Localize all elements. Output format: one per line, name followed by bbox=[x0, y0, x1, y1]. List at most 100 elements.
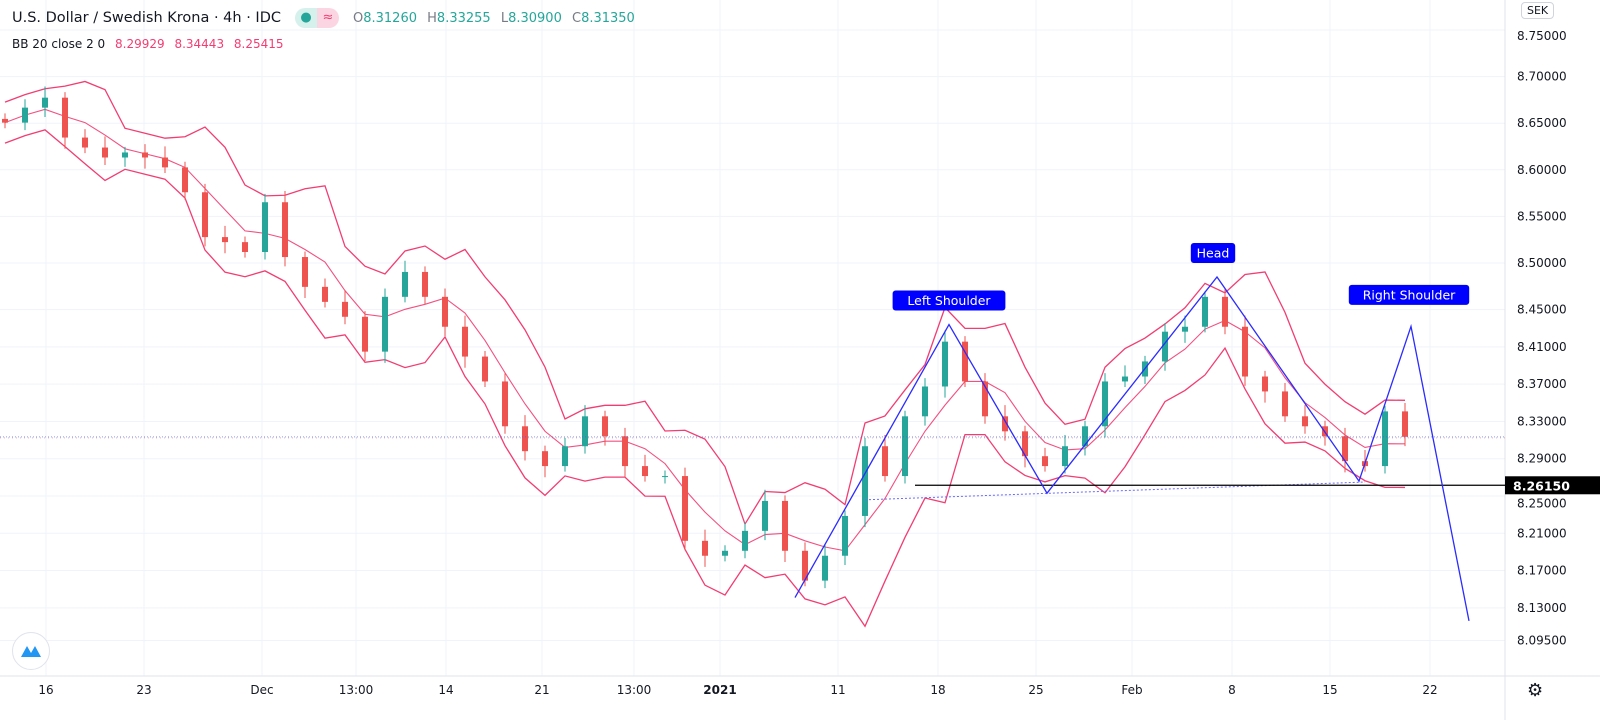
candle-body bbox=[1042, 456, 1048, 467]
candle-body bbox=[202, 192, 208, 238]
open-value: 8.31260 bbox=[363, 10, 417, 26]
candle-body bbox=[1022, 431, 1028, 457]
candle-body bbox=[2, 118, 8, 123]
y-tick-label: 8.70000 bbox=[1517, 70, 1567, 84]
candle-body bbox=[1202, 296, 1208, 327]
candle-body bbox=[1382, 411, 1388, 467]
candle-body bbox=[882, 446, 888, 477]
high-label: H bbox=[427, 10, 437, 26]
candle-body bbox=[582, 416, 588, 447]
y-tick-label: 8.41000 bbox=[1517, 340, 1567, 354]
x-tick-label: 13:00 bbox=[339, 683, 374, 697]
candle-body bbox=[742, 530, 748, 551]
chart-legend: U.S. Dollar / Swedish Krona · 4h · IDC ●… bbox=[12, 8, 641, 28]
candle-body bbox=[862, 446, 868, 516]
x-tick-label: 21 bbox=[534, 683, 549, 697]
y-tick-label: 8.25000 bbox=[1517, 496, 1567, 510]
x-tick-label: 2021 bbox=[703, 683, 736, 697]
pattern-label: Right Shoulder bbox=[1363, 287, 1456, 302]
dot-icon: ● bbox=[295, 8, 317, 28]
y-tick-label: 8.75000 bbox=[1517, 29, 1567, 43]
y-tick-label: 8.65000 bbox=[1517, 116, 1567, 130]
y-tick-label: 8.29000 bbox=[1517, 452, 1567, 466]
candle-body bbox=[1102, 381, 1108, 427]
close-label: C bbox=[571, 10, 582, 26]
candle-body bbox=[1162, 331, 1168, 362]
bb-upper-value: 8.34443 bbox=[174, 37, 225, 51]
y-tick-label: 8.13000 bbox=[1517, 601, 1567, 615]
x-tick-label: 16 bbox=[38, 683, 53, 697]
candle-body bbox=[562, 446, 568, 467]
candle-body bbox=[662, 476, 668, 478]
candle-body bbox=[962, 341, 968, 382]
candle-body bbox=[1082, 426, 1088, 447]
candle-body bbox=[142, 152, 148, 158]
candle-body bbox=[702, 540, 708, 556]
candle-body bbox=[942, 341, 948, 387]
candle-body bbox=[1342, 436, 1348, 462]
wave-icon: ≈ bbox=[317, 8, 339, 28]
bb-lower-value: 8.25415 bbox=[233, 37, 284, 51]
candle-body bbox=[542, 451, 548, 467]
pattern-label: Left Shoulder bbox=[907, 293, 991, 308]
x-tick-label: 25 bbox=[1028, 683, 1043, 697]
y-tick-label: 8.21000 bbox=[1517, 526, 1567, 540]
candle-body bbox=[342, 301, 348, 317]
x-tick-label: 11 bbox=[830, 683, 845, 697]
y-tick-label: 8.50000 bbox=[1517, 256, 1567, 270]
bollinger-upper-band bbox=[4, 80, 1406, 526]
low-value: 8.30900 bbox=[508, 10, 562, 26]
candle-body bbox=[1222, 296, 1228, 327]
candle-body bbox=[282, 202, 288, 258]
candle-body bbox=[322, 286, 328, 302]
x-tick-label: 15 bbox=[1322, 683, 1337, 697]
candle-body bbox=[1062, 446, 1068, 467]
candle-body bbox=[1282, 391, 1288, 417]
candle-body bbox=[462, 326, 468, 357]
candle-body bbox=[1242, 326, 1248, 377]
neckline-price-tag bbox=[1505, 476, 1600, 495]
x-tick-label: Feb bbox=[1121, 683, 1142, 697]
symbol-title[interactable]: U.S. Dollar / Swedish Krona · 4h · IDC bbox=[12, 10, 281, 26]
candle-body bbox=[682, 476, 688, 541]
candle-body bbox=[1002, 416, 1008, 432]
candle-body bbox=[122, 152, 128, 158]
candle-body bbox=[362, 316, 368, 352]
candle-body bbox=[1402, 411, 1408, 437]
candle-body bbox=[62, 97, 68, 138]
tradingview-logo-icon[interactable] bbox=[12, 632, 50, 670]
candle-body bbox=[842, 515, 848, 556]
indicator-legend[interactable]: BB 20 close 2 0 8.29929 8.34443 8.25415 bbox=[12, 37, 284, 51]
y-tick-label: 8.17000 bbox=[1517, 564, 1567, 578]
y-tick-label: 8.60000 bbox=[1517, 163, 1567, 177]
x-tick-label: 14 bbox=[438, 683, 453, 697]
x-tick-label: 8 bbox=[1228, 683, 1236, 697]
candle-body bbox=[442, 296, 448, 327]
y-tick-label: 8.45000 bbox=[1517, 303, 1567, 317]
candle-body bbox=[1122, 376, 1128, 382]
pattern-label: Head bbox=[1197, 245, 1230, 260]
bollinger-lower-band bbox=[4, 129, 1406, 628]
gear-icon[interactable]: ⚙ bbox=[1527, 680, 1544, 701]
y-tick-label: 8.55000 bbox=[1517, 209, 1567, 223]
x-tick-label: 18 bbox=[930, 683, 945, 697]
candle-body bbox=[762, 500, 768, 531]
candle-body bbox=[522, 426, 528, 452]
candle-body bbox=[382, 296, 388, 352]
y-tick-label: 8.33000 bbox=[1517, 414, 1567, 428]
status-pill[interactable]: ● ≈ bbox=[295, 8, 339, 28]
neckline-price-label: 8.26150 bbox=[1513, 478, 1570, 493]
x-tick-label: 23 bbox=[136, 683, 151, 697]
open-label: O bbox=[353, 10, 364, 26]
candle-body bbox=[1262, 376, 1268, 392]
candle-body bbox=[802, 550, 808, 581]
currency-button[interactable]: SEK bbox=[1521, 2, 1555, 19]
candle-body bbox=[822, 555, 828, 581]
x-tick-label: 22 bbox=[1422, 683, 1437, 697]
candle-body bbox=[162, 157, 168, 168]
candle-body bbox=[782, 500, 788, 551]
low-label: L bbox=[500, 10, 509, 26]
y-tick-label: 8.09500 bbox=[1517, 633, 1567, 647]
head-and-shoulders-path bbox=[794, 275, 1470, 622]
